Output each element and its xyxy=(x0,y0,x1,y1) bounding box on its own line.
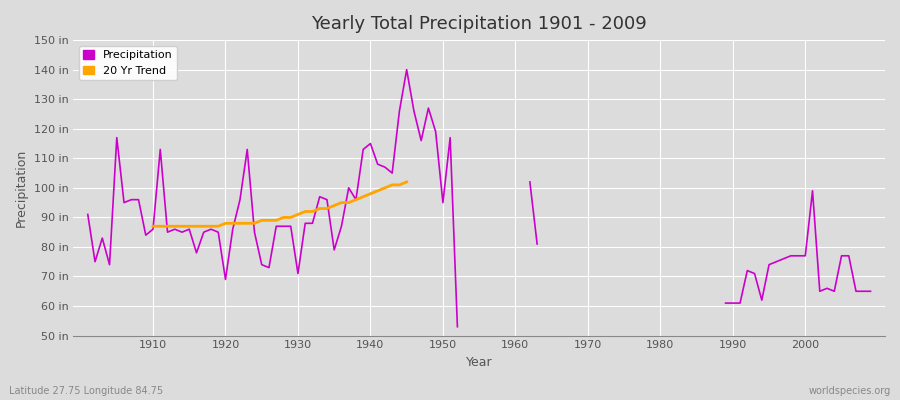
X-axis label: Year: Year xyxy=(466,356,492,369)
Legend: Precipitation, 20 Yr Trend: Precipitation, 20 Yr Trend xyxy=(79,46,177,80)
Text: worldspecies.org: worldspecies.org xyxy=(809,386,891,396)
Y-axis label: Precipitation: Precipitation xyxy=(15,149,28,227)
Text: Latitude 27.75 Longitude 84.75: Latitude 27.75 Longitude 84.75 xyxy=(9,386,163,396)
Title: Yearly Total Precipitation 1901 - 2009: Yearly Total Precipitation 1901 - 2009 xyxy=(311,15,647,33)
